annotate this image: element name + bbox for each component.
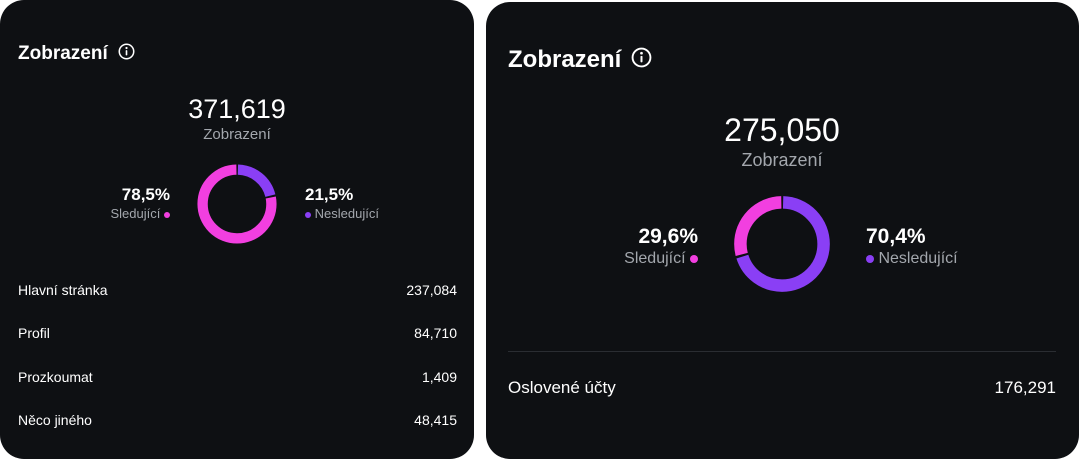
divider	[508, 351, 1056, 352]
row-label: Profil	[18, 325, 50, 341]
row-value: 237,084	[406, 282, 457, 298]
total-views-value: 275,050	[724, 112, 840, 148]
donut-segment-followers	[197, 164, 277, 244]
breakdown-row-accounts-reached: Oslovené účty 176,291	[508, 378, 1056, 398]
non-followers-legend: Nesledující	[305, 206, 379, 221]
non-followers-dot-icon	[305, 211, 311, 218]
card-header: Zobrazení	[18, 43, 135, 65]
views-card-right: Zobrazení 275,050 Zobrazení 29,6% Sleduj…	[486, 2, 1079, 459]
row-value: 48,415	[414, 412, 457, 428]
breakdown-row-explore: Prozkoumat 1,409	[18, 369, 457, 385]
row-value: 84,710	[414, 325, 457, 341]
total-views-label: Zobrazení	[741, 150, 823, 170]
non-followers-legend: Nesledující	[866, 250, 958, 268]
donut-segment-followers	[734, 196, 830, 292]
views-donut-chart	[197, 164, 277, 244]
breakdown-row-other: Něco jiného 48,415	[18, 412, 457, 428]
row-value: 1,409	[421, 369, 457, 385]
breakdown-row-profile: Profil 84,710	[18, 325, 457, 341]
followers-dot-icon	[164, 211, 170, 218]
breakdown-row-home: Hlavní stránka 237,084	[18, 282, 457, 298]
info-circle-icon[interactable]	[631, 47, 652, 73]
followers-percent: 78,5%	[121, 185, 170, 204]
non-followers-label: Nesledující	[878, 250, 958, 267]
card-title: Zobrazení	[18, 43, 108, 64]
followers-label: Sledující	[624, 250, 686, 267]
views-card-left: Zobrazení 371,619 Zobrazení 78,5% Sleduj…	[0, 0, 474, 459]
row-label: Oslovené účty	[508, 378, 616, 397]
non-followers-percent: 70,4%	[866, 225, 926, 248]
row-label: Prozkoumat	[18, 369, 93, 385]
followers-dot-icon	[690, 254, 698, 263]
total-views-label: Zobrazení	[203, 126, 271, 143]
followers-percent: 29,6%	[638, 225, 698, 248]
non-followers-percent: 21,5%	[305, 185, 354, 204]
non-followers-dot-icon	[866, 254, 874, 263]
card-header: Zobrazení	[508, 46, 652, 74]
followers-legend: Sledující	[110, 206, 170, 221]
row-label: Něco jiného	[18, 412, 92, 428]
row-value: 176,291	[994, 378, 1056, 397]
total-views-value: 371,619	[188, 94, 286, 124]
info-circle-icon[interactable]	[118, 43, 135, 65]
donut-segment-non-followers	[734, 196, 830, 292]
row-label: Hlavní stránka	[18, 282, 108, 298]
followers-legend: Sledující	[624, 250, 698, 268]
followers-label: Sledující	[110, 206, 161, 221]
views-donut-chart	[734, 196, 830, 292]
card-title: Zobrazení	[508, 46, 622, 73]
non-followers-label: Nesledující	[314, 206, 379, 221]
